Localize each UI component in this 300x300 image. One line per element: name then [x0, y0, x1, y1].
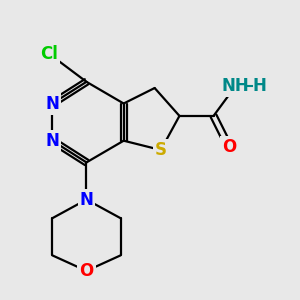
- Text: N: N: [80, 190, 93, 208]
- Text: O: O: [79, 262, 94, 280]
- Text: Cl: Cl: [40, 45, 58, 63]
- Text: NH: NH: [221, 77, 249, 95]
- Text: N: N: [45, 132, 59, 150]
- Text: O: O: [222, 138, 236, 156]
- Text: N: N: [45, 94, 59, 112]
- Text: H: H: [253, 77, 266, 95]
- Text: S: S: [155, 141, 167, 159]
